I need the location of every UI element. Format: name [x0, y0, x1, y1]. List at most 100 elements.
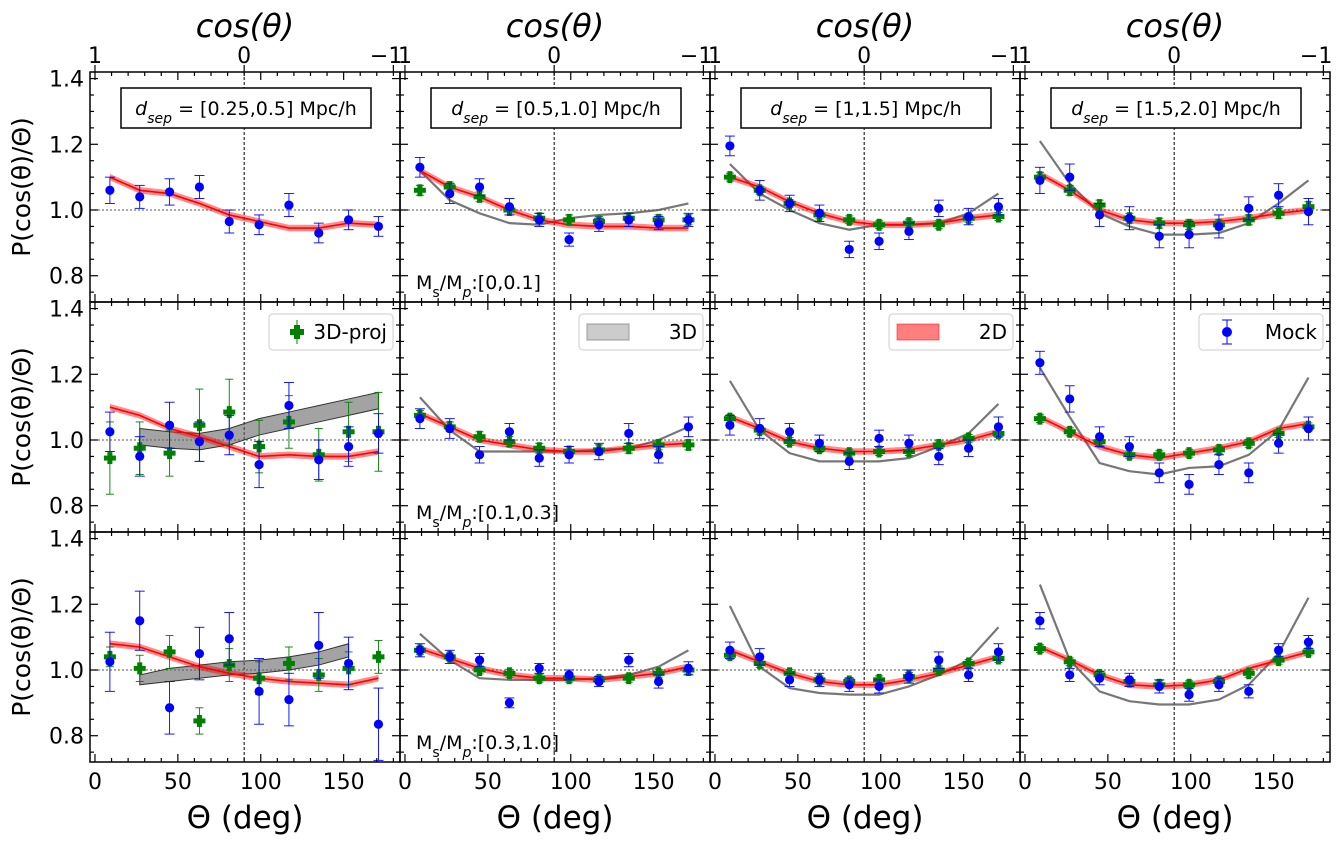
mock-marker [624, 215, 634, 225]
mock-point [874, 232, 885, 250]
panel-plot-area [90, 302, 400, 532]
proj-marker-v [727, 171, 733, 184]
mock-marker [254, 220, 264, 230]
model-2d-line [419, 647, 689, 681]
panel-r0-c1: 1 0 −1 [398, 44, 712, 303]
mock-point [1124, 672, 1135, 687]
mock-marker [755, 652, 765, 662]
mock-point [1124, 206, 1135, 231]
mock-marker [594, 220, 604, 230]
model-2d-band [109, 403, 379, 460]
proj-point [1063, 655, 1076, 668]
proj-point [622, 442, 635, 455]
mock-marker [904, 226, 914, 236]
mock-marker [1184, 479, 1194, 489]
mock-point [623, 423, 634, 444]
mock-marker [1094, 432, 1105, 442]
panel-r1-c3 [1019, 301, 1331, 533]
mock-point [373, 216, 384, 237]
mock-marker [934, 655, 944, 665]
mock-marker [474, 182, 485, 192]
mock-point [134, 184, 145, 209]
mock-marker [1303, 423, 1314, 434]
y-axis-label: P(cos(θ)/Θ) [7, 117, 36, 257]
mock-marker [1244, 203, 1254, 213]
mock-marker [594, 676, 604, 687]
proj-marker-v [1186, 447, 1192, 460]
panel-ticks: 0 50 100 150 [708, 532, 1020, 795]
mock-marker [1184, 230, 1194, 240]
mock-marker [934, 203, 944, 213]
mock-marker [1244, 686, 1254, 696]
mock-marker [564, 234, 574, 245]
panel-plot-area [400, 302, 710, 532]
proj-marker-v [1037, 642, 1043, 655]
proj-marker-v [107, 452, 113, 465]
proj-marker-v [1156, 217, 1162, 230]
mock-marker [314, 640, 324, 650]
cos-axis-label: cos(θ) [196, 7, 294, 45]
mock-point [224, 414, 235, 456]
mock-marker [164, 703, 175, 713]
mock-point [903, 434, 914, 452]
x-tick-label: 0 [1018, 770, 1032, 795]
mock-marker [474, 450, 485, 460]
cos-tick-label: −1 [1300, 44, 1332, 69]
cos-axis-label: cos(θ) [506, 7, 604, 45]
proj-marker-v [1305, 645, 1311, 658]
x-tick-label: 0 [708, 770, 722, 795]
y-tick-label: 0.8 [49, 725, 84, 750]
column-label-box: dsep = [1.5,2.0] Mpc/h [1050, 87, 1302, 129]
proj-point [1153, 448, 1166, 461]
mock-marker [254, 686, 264, 696]
model-3d-line [419, 633, 689, 681]
proj-marker-v [656, 667, 662, 680]
panel-ticks: 0 50 100 150 [1018, 532, 1330, 795]
proj-point [723, 171, 736, 184]
mock-point [653, 446, 664, 464]
model-2d-line [729, 176, 999, 226]
x-tick-label: 150 [633, 770, 675, 795]
mock-point [194, 626, 205, 681]
mock-point [534, 212, 545, 227]
theta-axis-label: Θ (deg) [1117, 800, 1234, 836]
mock-marker [105, 427, 115, 437]
y-tick-label: 1.2 [49, 363, 84, 388]
y-tick-label: 1.4 [49, 298, 84, 323]
mock-point [283, 193, 294, 218]
mock-marker [415, 645, 425, 655]
legend-frame [268, 313, 394, 351]
mock-marker [624, 655, 634, 665]
mock-marker [814, 675, 825, 685]
mock-marker [784, 198, 795, 209]
column-label-text: dsep = [1,1.5] Mpc/h [770, 98, 961, 127]
y-tick-label: 1.2 [49, 133, 84, 158]
mock-marker [1035, 616, 1045, 626]
mock-marker [135, 451, 145, 462]
mock-point [444, 649, 455, 664]
mock-point [724, 414, 735, 436]
mock-point [343, 426, 354, 467]
panel-plot-area [90, 72, 400, 302]
mock-point [104, 631, 115, 692]
legend-2d: 2D [888, 313, 1014, 351]
mock-point [593, 217, 604, 232]
mock-marker [1303, 207, 1314, 217]
legend-3d-swatch [586, 323, 630, 341]
mock-marker [445, 423, 455, 434]
mock-marker [534, 215, 544, 225]
cos-tick-label: −1 [370, 44, 402, 69]
mock-marker [504, 202, 515, 212]
panel-r0-c0: 0.8 1.0 1.2 1.41 0 −1 [49, 44, 402, 303]
mock-marker [654, 218, 664, 228]
panel-r2-c3: 0 50 100 150 [1018, 531, 1331, 795]
panel-ticks: 0 50 100 150 [398, 532, 710, 795]
mock-marker [904, 671, 914, 682]
labels-layer: cos(θ) dsep = [0.25,0.5] Mpc/h cos(θ) dsep … [7, 7, 1324, 836]
x-tick-label: 50 [784, 770, 812, 795]
mock-point [874, 429, 885, 448]
proj-marker-v [876, 218, 882, 231]
cos-tick-label: 1 [88, 44, 102, 69]
proj-marker-v [137, 662, 143, 675]
mock-marker [1065, 670, 1075, 680]
